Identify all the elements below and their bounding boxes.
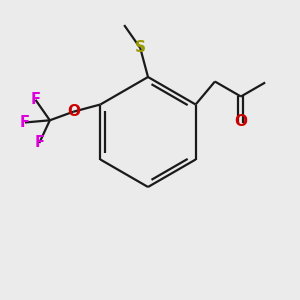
Text: O: O [67,104,80,119]
Text: F: F [31,92,40,107]
Text: F: F [34,136,44,151]
Text: O: O [234,114,248,129]
Text: F: F [20,115,30,130]
Text: S: S [135,40,146,55]
